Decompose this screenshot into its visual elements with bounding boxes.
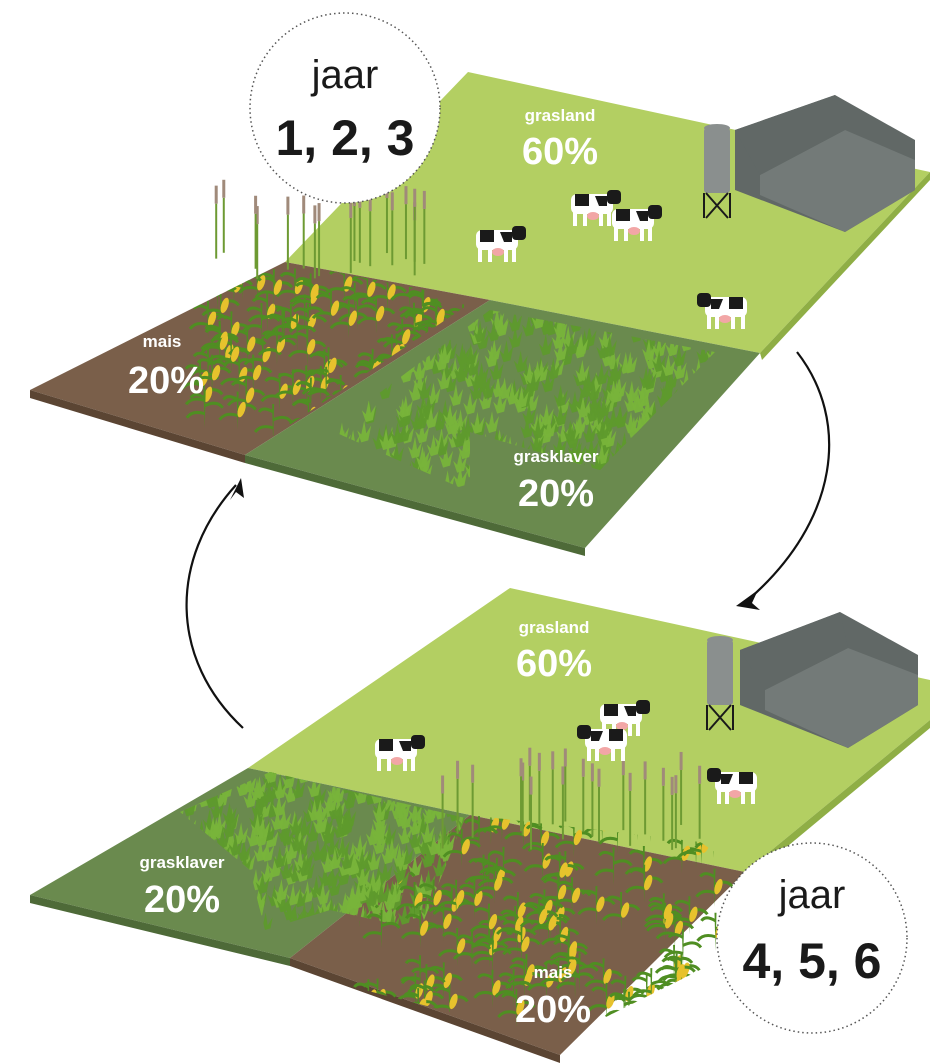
barn-icon	[735, 95, 915, 232]
label-grasklaver-pct: 20%	[144, 879, 220, 921]
mais-tassels	[441, 747, 702, 850]
label-grasklaver-name: grasklaver	[513, 447, 598, 466]
silo-icon	[703, 124, 731, 219]
jaar-word: jaar	[311, 53, 379, 97]
jaar-years: 4, 5, 6	[743, 933, 882, 989]
jaar-years: 1, 2, 3	[276, 110, 415, 166]
cycle-arrow-icon	[747, 351, 831, 601]
label-mais-pct: 20%	[515, 989, 591, 1031]
cow-icon	[697, 293, 747, 329]
jaar-badge-bottom: jaar 4, 5, 6	[716, 842, 908, 1034]
label-grasland-pct: 60%	[516, 643, 592, 685]
grasland-field-edge	[745, 720, 930, 880]
scene-year-1-2-3: grasland 60% mais 20% grasklaver 20% jaa…	[30, 12, 930, 556]
label-grasland-name: grasland	[525, 106, 596, 125]
arrowhead-right	[736, 590, 760, 610]
label-mais-name: mais	[143, 332, 182, 351]
scene-year-4-5-6: grasland 60% grasklaver 20% mais 20% jaa…	[30, 588, 930, 1063]
label-grasklaver-name: grasklaver	[139, 853, 224, 872]
grasklaver-field-edge	[245, 455, 585, 556]
cow-icon	[375, 735, 425, 771]
cycle-arrows	[185, 351, 831, 729]
label-mais-pct: 20%	[128, 360, 204, 402]
grasland-field-edge	[760, 172, 930, 360]
cow-icon	[600, 700, 650, 736]
label-grasland-pct: 60%	[522, 131, 598, 173]
arrowhead-left	[230, 478, 244, 500]
jaar-badge-top: jaar 1, 2, 3	[249, 12, 441, 204]
mais-tassels	[214, 179, 426, 280]
silo-icon	[706, 636, 734, 731]
cow-icon	[571, 190, 621, 226]
cow-icon	[707, 768, 757, 804]
barn-icon	[740, 612, 918, 748]
cow-icon	[577, 725, 627, 761]
label-grasklaver-pct: 20%	[518, 473, 594, 515]
jaar-word: jaar	[778, 873, 846, 917]
cycle-arrow-icon	[185, 484, 244, 729]
cow-icon	[476, 226, 526, 262]
grasklaver-field-edge	[30, 895, 290, 966]
label-mais-name: mais	[534, 963, 573, 982]
mais-field-edge	[30, 390, 245, 463]
label-grasland-name: grasland	[519, 618, 590, 637]
cow-icon	[612, 205, 662, 241]
